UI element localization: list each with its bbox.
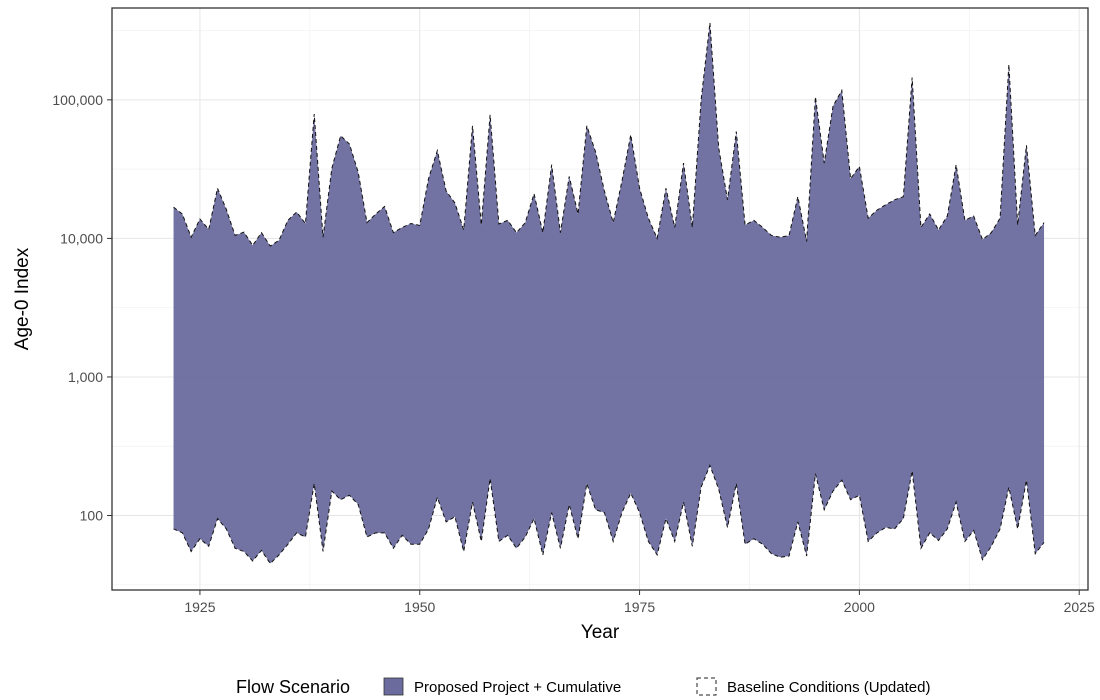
panel-border <box>111 7 1089 591</box>
legend: Flow Scenario Proposed Project + Cumulat… <box>236 677 930 697</box>
legend-label-proposed: Proposed Project + Cumulative <box>414 679 621 696</box>
legend-key-proposed <box>383 677 404 696</box>
y-axis-title: Age-0 Index <box>12 247 33 350</box>
legend-label-baseline: Baseline Conditions (Updated) <box>727 679 930 696</box>
legend-key-baseline <box>696 677 717 696</box>
baseline-lower-dashed-line <box>173 464 1045 565</box>
ribbon-proposed-project <box>173 22 1045 564</box>
x-tick-label: 2025 <box>1064 599 1095 615</box>
y-tick-label: 100,000 <box>52 92 103 108</box>
legend-title: Flow Scenario <box>236 677 350 697</box>
x-tick-label: 1950 <box>404 599 435 615</box>
x-tick-label: 1925 <box>184 599 215 615</box>
baseline-upper-dashed-line <box>173 22 1045 247</box>
y-tick-label: 10,000 <box>60 230 103 246</box>
x-tick-label: 2000 <box>844 599 875 615</box>
axis-ticks: 1925 1950 1975 2000 2025 100 1,000 10,000 100,00… <box>52 92 1095 615</box>
y-tick-label: 1,000 <box>68 369 103 385</box>
y-tick-label: 100 <box>80 508 104 524</box>
x-tick-label: 1975 <box>624 599 655 615</box>
x-axis-title: Year <box>581 622 620 643</box>
